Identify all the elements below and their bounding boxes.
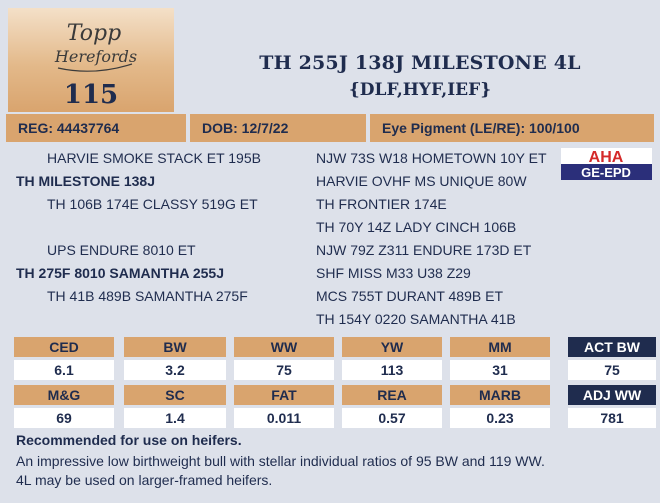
logo-text-topp: Topp	[67, 21, 121, 46]
recommendation-title: Recommended for use on heifers.	[16, 432, 242, 448]
epd-value-ww: 75	[234, 360, 334, 380]
epd-header-mm: MM	[450, 337, 550, 357]
pedigree-dam-sire: UPS ENDURE 8010 ET	[47, 242, 196, 258]
epd-value-yw: 113	[342, 360, 442, 380]
epd-header-ced: CED	[14, 337, 114, 357]
pedigree-ancestor-6: SHF MISS M33 U38 Z29	[316, 265, 471, 281]
aha-ge-epd-badge: AHA GE-EPD	[561, 148, 652, 180]
pedigree-ancestor-4: TH 70Y 14Z LADY CINCH 106B	[316, 219, 517, 235]
epd-header-yw: YW	[342, 337, 442, 357]
pedigree-ancestor-3: TH FRONTIER 174E	[316, 196, 447, 212]
pedigree-sire-dam: TH 106B 174E CLASSY 519G ET	[47, 196, 258, 212]
pedigree-ancestor-2: HARVIE OVHF MS UNIQUE 80W	[316, 173, 527, 189]
adj-ww-value: 781	[568, 408, 656, 428]
lot-header-box: Topp Herefords 115	[8, 8, 174, 112]
pedigree-dam-dam: TH 41B 489B SAMANTHA 275F	[47, 288, 248, 304]
epd-value-rea: 0.57	[342, 408, 442, 428]
ge-epd-text: GE-EPD	[581, 165, 631, 180]
epd-value-mg: 69	[14, 408, 114, 428]
date-of-birth: DOB: 12/7/22	[190, 114, 366, 142]
epd-header-marb: MARB	[450, 385, 550, 405]
pedigree-ancestor-5: NJW 79Z Z311 ENDURE 173D ET	[316, 242, 532, 258]
bull-name: TH 255J 138J MILESTONE 4L	[259, 52, 581, 74]
epd-value-marb: 0.23	[450, 408, 550, 428]
epd-header-sc: SC	[124, 385, 226, 405]
info-bar: REG: 44437764 DOB: 12/7/22 Eye Pigment (…	[6, 114, 654, 142]
act-bw-header: ACT BW	[568, 337, 656, 357]
epd-value-mm: 31	[450, 360, 550, 380]
pedigree-ancestor-7: MCS 755T DURANT 489B ET	[316, 288, 503, 304]
pedigree-sire-sire: HARVIE SMOKE STACK ET 195B	[47, 150, 261, 166]
recommendation-line-1: An impressive low birthweight bull with …	[16, 453, 545, 469]
epd-header-rea: REA	[342, 385, 442, 405]
eye-pigment: Eye Pigment (LE/RE): 100/100	[370, 114, 654, 142]
lot-number: 115	[63, 80, 119, 110]
epd-header-ww: WW	[234, 337, 334, 357]
topp-herefords-logo: Topp Herefords	[54, 21, 137, 72]
epd-value-sc: 1.4	[124, 408, 226, 428]
epd-header-bw: BW	[124, 337, 226, 357]
registration-number: REG: 44437764	[6, 114, 186, 142]
pedigree-ancestor-8: TH 154Y 0220 SAMANTHA 41B	[316, 311, 516, 327]
recommendation-line-2: 4L may be used on larger-framed heifers.	[16, 472, 273, 488]
epd-header-mg: M&G	[14, 385, 114, 405]
adj-ww-header: ADJ WW	[568, 385, 656, 405]
epd-value-ced: 6.1	[14, 360, 114, 380]
epd-header-fat: FAT	[234, 385, 334, 405]
epd-value-bw: 3.2	[124, 360, 226, 380]
act-bw-value: 75	[568, 360, 656, 380]
aha-text: AHA	[589, 149, 624, 166]
designations: {DLF,HYF,IEF}	[348, 80, 492, 100]
epd-value-fat: 0.011	[234, 408, 334, 428]
pedigree-ancestor-1: NJW 73S W18 HOMETOWN 10Y ET	[316, 150, 547, 166]
pedigree-sire: TH MILESTONE 138J	[16, 173, 156, 189]
logo-text-herefords: Herefords	[54, 47, 137, 66]
pedigree-dam: TH 275F 8010 SAMANTHA 255J	[16, 265, 225, 281]
